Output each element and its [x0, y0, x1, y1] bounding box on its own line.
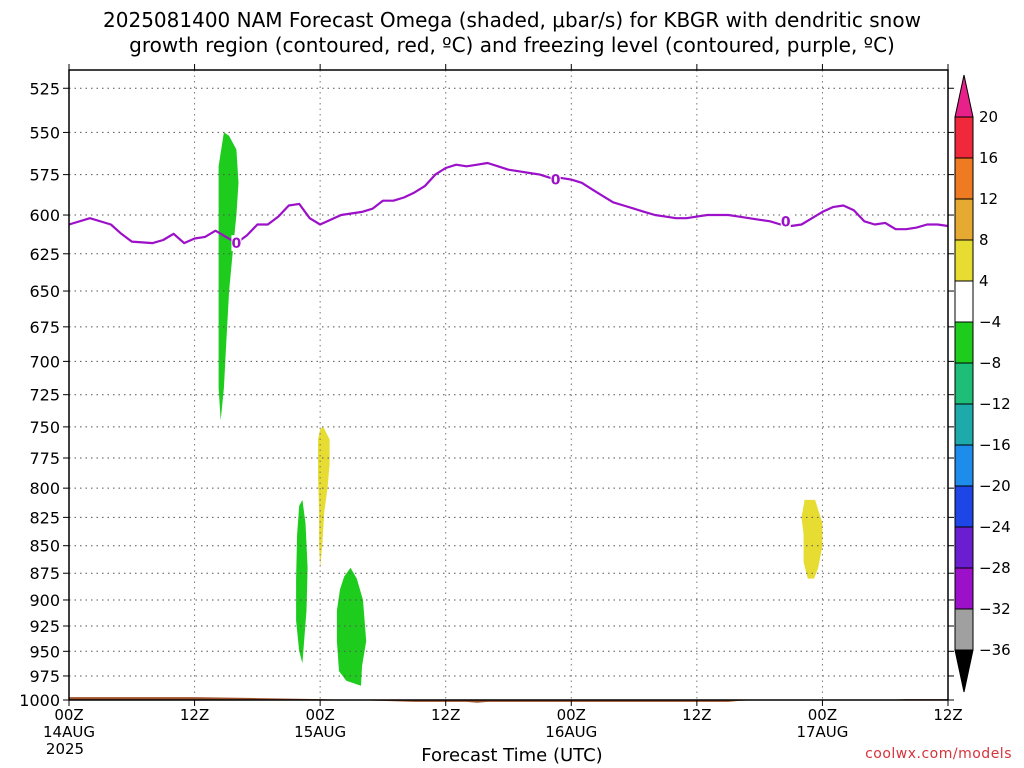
y-tick-label: 600 — [29, 206, 60, 225]
colorbar-label: −20 — [979, 477, 1011, 495]
colorbar-label: −32 — [979, 600, 1011, 618]
contour-label-bg — [550, 171, 561, 188]
colorbar-label: −36 — [979, 641, 1011, 659]
contour-label-bg — [780, 213, 791, 230]
colorbar-segment — [954, 239, 974, 282]
colorbar-segment — [954, 198, 974, 241]
y-tick-label: 925 — [29, 617, 60, 636]
freezing-level-label: 0 — [781, 214, 791, 230]
y-tick-label: 875 — [29, 564, 60, 583]
y-tick-label: 575 — [29, 166, 60, 185]
colorbar-segment — [954, 608, 974, 651]
colorbar-segment — [954, 321, 974, 364]
title-line-1: 2025081400 NAM Forecast Omega (shaded, μ… — [103, 8, 921, 32]
chart-title: 2025081400 NAM Forecast Omega (shaded, μ… — [0, 8, 1024, 58]
freezing-level-label: 0 — [551, 173, 561, 189]
colorbar-label: −16 — [979, 436, 1011, 454]
plot-area: 0 0 0 525 550 575 600 625 650 675 700 725 750 775 800 8… — [19, 64, 963, 758]
colorbar-bottom-arrow — [954, 649, 974, 693]
x-tick-label: 00Z — [808, 706, 837, 724]
y-tick-label: 825 — [29, 508, 60, 527]
y-tick-label: 975 — [29, 667, 60, 686]
colorbar-segment — [954, 444, 974, 487]
colorbar-label: 8 — [979, 231, 989, 249]
colorbar-label: 16 — [979, 149, 998, 167]
omega-region-5 — [801, 499, 823, 579]
y-tick-label: 725 — [29, 386, 60, 405]
y-tick-label: 550 — [29, 123, 60, 142]
omega-region-3 — [336, 567, 367, 686]
x-tick-date: 17AUG — [796, 723, 848, 741]
colorbar-segment — [954, 362, 974, 405]
x-tick-label: 00Z — [305, 706, 334, 724]
y-tick-label: 1000 — [19, 691, 60, 710]
x-tick-label: 12Z — [180, 706, 209, 724]
x-axis-title: Forecast Time (UTC) — [421, 745, 603, 766]
plot-frame — [68, 69, 949, 701]
title-line-2: growth region (contoured, red, ºC) and f… — [129, 33, 895, 57]
x-tick-date: 15AUG — [294, 723, 346, 741]
terrain-fill — [69, 697, 948, 703]
plot-background — [69, 70, 948, 700]
colorbar-segment — [954, 485, 974, 528]
x-tick-date: 14AUG — [43, 723, 95, 741]
colorbar-label: 20 — [979, 108, 998, 126]
colorbar-segment — [954, 280, 974, 323]
colorbar-label: −24 — [979, 518, 1011, 536]
x-tick-year: 2025 — [46, 740, 84, 758]
y-tick-label: 625 — [29, 245, 60, 264]
x-tick-label: 12Z — [933, 706, 962, 724]
colorbar-top-arrow — [954, 74, 974, 118]
colorbar-label: −8 — [979, 354, 1001, 372]
colorbar-label: 4 — [979, 272, 989, 290]
x-tick-label: 12Z — [682, 706, 711, 724]
y-tick-label: 700 — [29, 352, 60, 371]
y-tick-label: 850 — [29, 537, 60, 556]
colorbar-label: −28 — [979, 559, 1011, 577]
x-tick-label: 12Z — [431, 706, 460, 724]
colorbar-label: −12 — [979, 395, 1011, 413]
y-tick-label: 800 — [29, 479, 60, 498]
colorbar-segment — [954, 403, 974, 446]
y-tick-label: 525 — [29, 79, 60, 98]
colorbar-label: −4 — [979, 313, 1001, 331]
colorbar-segment — [954, 157, 974, 200]
contour-label-bg — [231, 235, 242, 252]
y-tick-label: 775 — [29, 449, 60, 468]
y-tick-label: 950 — [29, 642, 60, 661]
colorbar: 20 16 12 8 4 −4 −8 −12 −16 −20 −24 −28 −32 −36 — [954, 74, 1011, 693]
omega-region-1 — [218, 132, 239, 421]
x-tick-label: 00Z — [54, 706, 83, 724]
colorbar-label: 12 — [979, 190, 998, 208]
y-tick-label: 650 — [29, 282, 60, 301]
x-tick-date: 16AUG — [545, 723, 597, 741]
freezing-level-label: 0 — [232, 236, 242, 252]
y-tick-label: 675 — [29, 318, 60, 337]
omega-region-2 — [296, 499, 308, 664]
colorbar-segment — [954, 526, 974, 569]
y-tick-label: 750 — [29, 418, 60, 437]
omega-region-4 — [318, 426, 330, 568]
colorbar-segment — [954, 567, 974, 610]
x-tick-label: 00Z — [557, 706, 586, 724]
colorbar-segment — [954, 116, 974, 159]
y-tick-label: 900 — [29, 591, 60, 610]
site-credit: coolwx.com/models — [865, 746, 1012, 762]
